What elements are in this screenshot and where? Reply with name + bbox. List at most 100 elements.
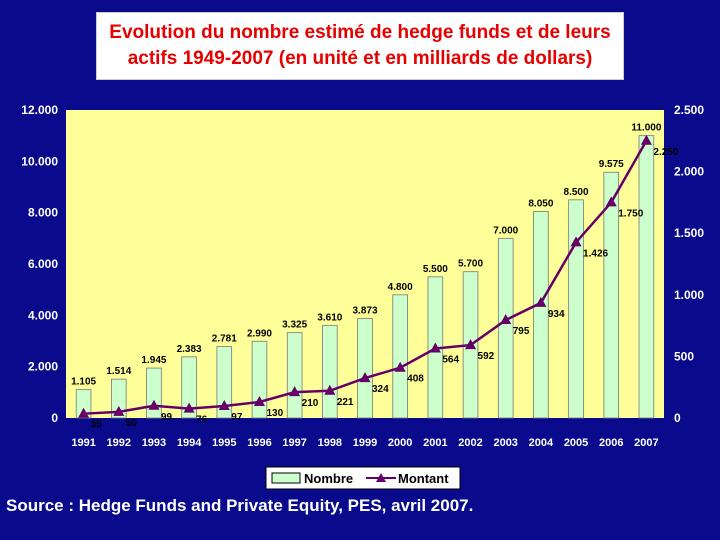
x-tick-label: 2003 [493,437,517,449]
x-axis-ticks: 1991 1992 1993 1994 1995 1996 1997 1998 1999 2000… [71,437,658,449]
bar [497,237,514,419]
bar-value-label: 8.050 [528,198,553,209]
line-value-label: 97 [231,412,243,423]
line-value-label: 934 [548,309,565,320]
line-marker [324,384,336,395]
legend-montant-label: Montant [398,471,449,486]
x-tick-label: 2001 [423,437,447,449]
x-tick-label: 2005 [564,437,588,449]
line-value-label: 50 [126,418,138,429]
legend-nombre-label: Nombre [304,471,353,486]
right-tick-label: 2.000 [674,165,704,179]
bar [568,199,584,419]
chart-title-line-1: Evolution du nombre estimé de hedge fund… [109,22,611,43]
bar-value-label: 1.945 [141,355,166,366]
line-marker [535,296,547,307]
line-value-label: 210 [302,398,319,409]
line-value-label: 592 [478,351,495,362]
legend: Nombre Montant [265,466,461,490]
line-marker [465,339,477,350]
bar [322,324,338,419]
bar [251,340,268,419]
left-tick-label: 8.000 [28,206,58,220]
x-tick-label: 2000 [388,437,412,449]
bar-value-label: 9.575 [599,159,624,170]
line-marker [253,395,265,406]
bar-value-label: 1.514 [106,366,131,377]
bar-value-label: 2.990 [247,328,272,339]
bar-labels-group: 1.105 1.514 1.945 2.383 2.781 2.990 3.325 3.610… [71,123,662,388]
line-marker [394,361,406,372]
bar-value-label: 11.000 [631,123,661,134]
x-tick-label: 1996 [247,437,271,449]
line-marker [359,372,371,383]
x-tick-label: 1993 [142,437,166,449]
bar-value-label: 5.500 [423,264,448,275]
left-tick-label: 12.000 [21,103,58,117]
left-tick-label: 4.000 [28,308,58,322]
bar [533,210,549,419]
x-tick-label: 2002 [458,437,482,449]
line-marker [113,405,125,416]
line-value-label: 1.750 [618,208,643,219]
right-tick-label: 1.500 [674,226,704,240]
bar [181,356,197,419]
bar [286,332,303,419]
bar [357,318,373,419]
x-tick-label: 1995 [212,437,236,449]
line-marker [500,314,512,325]
bar [216,346,233,419]
bar-value-label: 7.000 [493,225,518,236]
line-value-label: 564 [442,355,459,366]
left-tick-label: 10.000 [21,154,58,168]
line-labels-group: 35 50 99 76 97 130 210 221 324 408 564 592 795 934 1.4… [91,147,679,431]
line-value-label: 35 [91,420,103,431]
line-marker [218,400,230,411]
x-tick-label: 1999 [353,437,377,449]
right-tick-label: 2.500 [674,103,704,117]
line-value-label: 99 [161,412,173,423]
bar-value-label: 2.383 [177,344,202,355]
x-tick-label: 1994 [177,437,202,449]
bar-value-label: 3.325 [282,320,307,331]
bar-value-label: 3.873 [352,306,377,317]
x-tick-label: 2004 [529,437,554,449]
bar-value-label: 2.781 [212,334,237,345]
right-tick-label: 0 [674,411,681,425]
line-value-label: 795 [513,326,530,337]
bar [110,378,127,419]
source-note: Source : Hedge Funds and Private Equity,… [6,496,474,515]
line-value-label: 76 [196,415,208,426]
bar [392,294,408,419]
line-value-label: 324 [372,384,389,395]
bar-value-label: 5.700 [458,259,483,270]
x-tick-label: 1991 [71,437,95,449]
line-series-group [78,134,652,418]
bar-value-label: 1.105 [71,377,96,388]
left-axis-ticks: 0 2.000 4.000 6.000 8.000 10.000 12.000 [21,103,58,425]
x-tick-label: 1997 [282,437,306,449]
right-tick-label: 1.000 [674,288,704,302]
line-marker [78,407,90,418]
x-tick-label: 1992 [107,437,131,449]
line-marker [148,399,160,410]
legend-nombre-swatch [271,472,301,484]
bar-value-label: 3.610 [317,312,342,323]
right-axis-ticks: 0 500 1.000 1.500 2.000 2.500 [674,103,704,425]
line-value-label: 2.250 [653,147,678,158]
left-tick-label: 6.000 [28,257,58,271]
line-marker [640,134,652,145]
line-value-label: 1.426 [583,248,608,259]
x-tick-label: 1998 [318,437,342,449]
bar [75,389,92,419]
line-marker [429,342,441,353]
line-marker [570,236,582,247]
legend-box [265,466,461,490]
bar-value-label: 4.800 [388,282,413,293]
chart-title-line-2: actifs 1949-2007 (en unité et en milliar… [127,48,593,69]
x-tick-label: 2007 [634,437,658,449]
line-marker [289,386,301,397]
line-marker [605,196,617,207]
line-marker [183,402,195,413]
